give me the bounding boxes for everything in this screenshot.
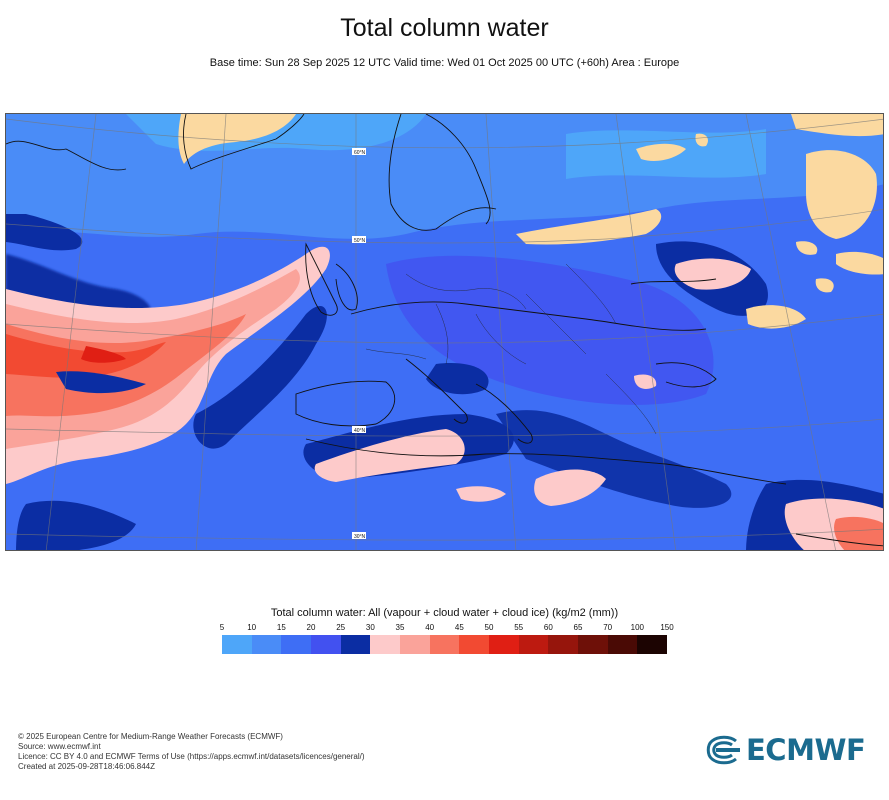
legend-swatch (281, 635, 312, 654)
borders (365, 263, 657, 435)
ecmwf-swirl-icon (706, 735, 740, 765)
graticule-label: 40°N (354, 428, 366, 434)
page-subtitle: Base time: Sun 28 Sep 2025 12 UTC Valid … (209, 57, 680, 69)
field-dry-asia (815, 278, 834, 293)
ecmwf-logo: ECMWF (706, 732, 876, 768)
field-dry-asia (746, 305, 806, 329)
legend-swatch (370, 635, 401, 654)
legend-tick-label: 50 (484, 623, 494, 632)
legend-swatch (340, 635, 371, 654)
legend-swatch (607, 635, 638, 654)
field-band-25-30 (56, 371, 146, 394)
legend-tick-label: 25 (336, 623, 346, 632)
legend-tick-label: 30 (365, 623, 375, 632)
field-dry-asia (695, 133, 708, 147)
legend-tick-label: 35 (395, 623, 405, 632)
field-dry-svalbard (516, 209, 662, 245)
footer-created: Created at 2025-09-28T18:46:06.844Z (18, 762, 155, 771)
ecmwf-logo-text: ECMWF (746, 733, 866, 767)
legend-swatch (222, 635, 252, 654)
field-band-30-35 (634, 374, 657, 389)
field-dry-asia (806, 150, 877, 239)
graticule-labels: 60°N 50°N 40°N 30°N (352, 148, 366, 540)
legend-swatch (429, 635, 460, 654)
field-dry-arctic (636, 143, 686, 161)
legend-tick-label: 65 (573, 623, 583, 632)
map-canvas: 60°N 50°N 40°N 30°N (6, 114, 883, 550)
field-band-50-55 (81, 346, 126, 363)
field-band-30-35 (674, 258, 751, 290)
legend-tick-label: 55 (514, 623, 524, 632)
footer-copyright: © 2025 European Centre for Medium-Range … (18, 732, 283, 741)
map-panel[interactable]: 60°N 50°N 40°N 30°N (5, 113, 884, 551)
legend-swatch (578, 635, 608, 654)
legend-swatch (251, 635, 282, 654)
graticule-label: 50°N (354, 238, 366, 244)
legend-swatch (459, 635, 490, 654)
legend-swatch (518, 635, 549, 654)
legend-swatch (400, 635, 430, 654)
field-band-25-30 (426, 363, 489, 395)
legend-tick-label: 70 (603, 623, 613, 632)
legend-colorbar (222, 635, 668, 654)
field-dry-greenland (178, 114, 296, 164)
legend-tick-label: 10 (247, 623, 257, 632)
legend-title: Total column water: All (vapour + cloud … (270, 607, 619, 619)
footer-licence: Licence: CC BY 4.0 and ECMWF Terms of Us… (18, 752, 365, 761)
legend-tick-label: 20 (306, 623, 316, 632)
field-band-30-35 (534, 469, 606, 506)
footer-credits: © 2025 European Centre for Medium-Range … (18, 732, 365, 772)
field-band-25-30 (6, 214, 83, 251)
field-band-40-45 (834, 516, 883, 550)
legend-tick-label: 100 (630, 623, 645, 632)
legend-ticks: 5 10 15 20 25 30 35 40 45 50 55 60 65 70 100 150 (219, 623, 674, 635)
legend-tick-label: 60 (543, 623, 553, 632)
legend-swatch (489, 635, 519, 654)
field-band-25-30 (193, 305, 327, 449)
field-band-30-35 (314, 429, 465, 482)
legend-tick-label: 45 (454, 623, 464, 632)
legend-tick-label: 40 (425, 623, 435, 632)
graticule (6, 114, 883, 550)
legend-swatch (311, 635, 341, 654)
field-dry-asia (836, 251, 883, 275)
field-band-25-30 (16, 500, 136, 550)
legend-swatch (548, 635, 579, 654)
graticule-label: 60°N (354, 150, 366, 156)
field-dry-asia (796, 241, 818, 255)
graticule-label: 30°N (354, 534, 366, 540)
legend-tick-label: 15 (276, 623, 286, 632)
page-title: Total column water (340, 14, 549, 42)
field-band-30-35 (456, 486, 506, 502)
coastlines (6, 114, 883, 547)
legend-tick-label: 150 (660, 623, 674, 632)
footer-source: Source: www.ecmwf.int (18, 742, 101, 751)
legend-swatch (637, 635, 668, 654)
legend-tick-label: 5 (219, 623, 225, 632)
